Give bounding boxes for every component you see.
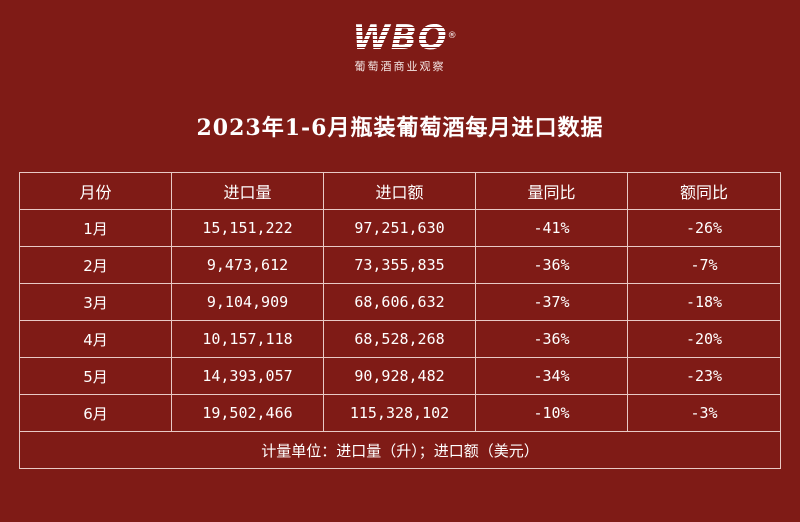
cell-value: 97,251,630	[323, 209, 476, 247]
table-row: 1月 15,151,222 97,251,630 -41% -26%	[19, 209, 781, 247]
cell-volume: 19,502,466	[171, 394, 324, 432]
cell-month: 5月	[19, 357, 172, 395]
header-value-yoy: 额同比	[627, 172, 781, 210]
cell-volume: 9,104,909	[171, 283, 324, 321]
cell-value: 68,528,268	[323, 320, 476, 358]
logo-text: WBO	[352, 18, 448, 58]
registered-mark: ®	[447, 31, 458, 41]
table-header-row: 月份 进口量 进口额 量同比 额同比	[19, 172, 781, 210]
cell-month: 2月	[19, 246, 172, 284]
cell-value: 90,928,482	[323, 357, 476, 395]
cell-volume: 9,473,612	[171, 246, 324, 284]
logo: WBO ® 葡萄酒商业观察	[0, 20, 800, 74]
table-footnote-row: 计量单位：进口量（升）；进口额（美元）	[19, 431, 781, 469]
header-volume-yoy: 量同比	[475, 172, 628, 210]
table-footnote: 计量单位：进口量（升）；进口额（美元）	[19, 431, 781, 469]
table-row: 2月 9,473,612 73,355,835 -36% -7%	[19, 246, 781, 284]
cell-value-yoy: -7%	[627, 246, 781, 284]
cell-month: 6月	[19, 394, 172, 432]
cell-value: 73,355,835	[323, 246, 476, 284]
cell-value-yoy: -23%	[627, 357, 781, 395]
cell-volume-yoy: -37%	[475, 283, 628, 321]
header-volume: 进口量	[171, 172, 324, 210]
cell-volume-yoy: -10%	[475, 394, 628, 432]
cell-volume: 10,157,118	[171, 320, 324, 358]
table-row: 4月 10,157,118 68,528,268 -36% -20%	[19, 320, 781, 358]
header-value: 进口额	[323, 172, 476, 210]
cell-volume: 14,393,057	[171, 357, 324, 395]
cell-volume-yoy: -41%	[475, 209, 628, 247]
cell-value: 68,606,632	[323, 283, 476, 321]
cell-volume-yoy: -36%	[475, 246, 628, 284]
cell-value: 115,328,102	[323, 394, 476, 432]
cell-value-yoy: -3%	[627, 394, 781, 432]
header-month: 月份	[19, 172, 172, 210]
cell-volume-yoy: -34%	[475, 357, 628, 395]
cell-month: 4月	[19, 320, 172, 358]
page-title: 2023年1-6月瓶装葡萄酒每月进口数据	[196, 115, 604, 141]
table-row: 3月 9,104,909 68,606,632 -37% -18%	[19, 283, 781, 321]
cell-month: 3月	[19, 283, 172, 321]
cell-value-yoy: -20%	[627, 320, 781, 358]
logo-mark: WBO ®	[352, 18, 457, 58]
logo-subtitle: 葡萄酒商业观察	[354, 60, 446, 73]
cell-month: 1月	[19, 209, 172, 247]
cell-volume: 15,151,222	[171, 209, 324, 247]
cell-volume-yoy: -36%	[475, 320, 628, 358]
import-data-table: 月份 进口量 进口额 量同比 额同比 1月 15,151,222 97,251,…	[19, 172, 781, 469]
cell-value-yoy: -26%	[627, 209, 781, 247]
table-row: 5月 14,393,057 90,928,482 -34% -23%	[19, 357, 781, 395]
table-row: 6月 19,502,466 115,328,102 -10% -3%	[19, 394, 781, 432]
cell-value-yoy: -18%	[627, 283, 781, 321]
